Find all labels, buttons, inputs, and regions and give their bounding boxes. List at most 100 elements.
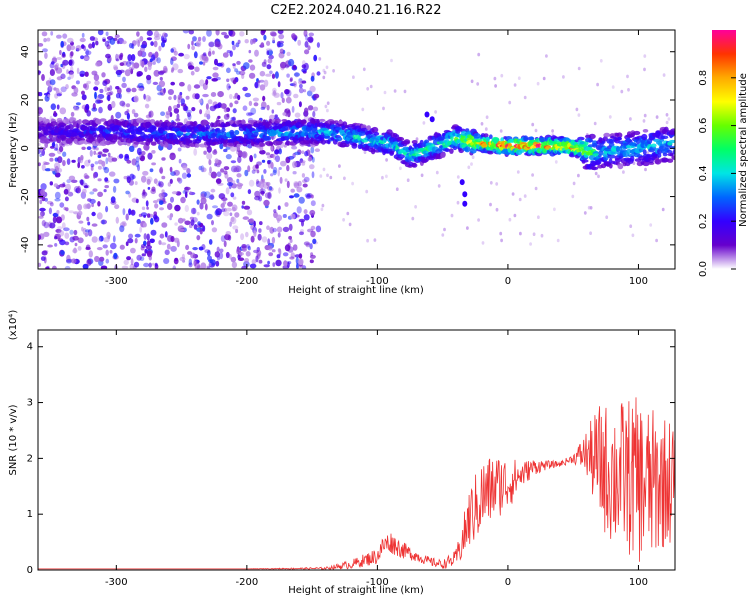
- band-blob: [662, 152, 668, 157]
- noise-speck: [139, 226, 143, 233]
- noise-speck: [214, 251, 220, 258]
- noise-speck: [73, 247, 77, 254]
- noise-speck: [90, 163, 95, 168]
- noise-speck: [282, 226, 290, 233]
- noise-speck: [71, 159, 76, 163]
- noise-speck: [485, 115, 489, 119]
- noise-speck: [82, 83, 87, 89]
- noise-speck: [298, 196, 305, 204]
- y-tick-label: 3: [27, 398, 33, 409]
- noise-speck: [571, 194, 575, 199]
- noise-speck: [165, 113, 170, 119]
- noise-speck: [245, 251, 251, 257]
- noise-speck: [91, 203, 94, 208]
- noise-speck: [277, 42, 284, 48]
- noise-speck: [262, 61, 266, 67]
- noise-speck: [82, 263, 89, 269]
- band-blob: [253, 131, 259, 136]
- y-tick-label: 40: [20, 45, 31, 58]
- noise-speck: [62, 151, 67, 157]
- noise-speck: [301, 68, 307, 73]
- noise-speck: [75, 102, 81, 106]
- noise-speck: [47, 85, 53, 93]
- noise-speck: [290, 213, 296, 220]
- noise-speck: [346, 211, 350, 216]
- noise-speck: [84, 71, 89, 77]
- noise-speck: [260, 42, 265, 47]
- band-blob: [303, 139, 311, 145]
- noise-speck: [110, 196, 116, 204]
- noise-speck: [556, 238, 560, 243]
- noise-speck: [187, 112, 191, 118]
- noise-speck: [41, 74, 45, 81]
- x-tick-label: 100: [629, 577, 648, 588]
- noise-speck: [51, 142, 56, 148]
- y-tick-label: 20: [20, 94, 31, 107]
- noise-speck: [148, 110, 154, 118]
- noise-speck: [208, 171, 212, 176]
- noise-speck: [285, 89, 292, 97]
- noise-speck: [277, 81, 281, 88]
- noise-speck: [210, 92, 217, 97]
- x-tick-label: -100: [366, 276, 389, 287]
- noise-speck: [64, 196, 69, 202]
- noise-speck: [146, 37, 152, 41]
- noise-speck: [260, 190, 265, 195]
- noise-speck: [119, 54, 123, 61]
- noise-speck: [187, 43, 191, 50]
- band-blob: [173, 134, 178, 141]
- band-blob: [488, 134, 493, 139]
- band-blob: [318, 118, 326, 122]
- noise-speck: [253, 220, 256, 228]
- noise-speck: [141, 194, 146, 199]
- noise-speck: [188, 30, 194, 35]
- noise-speck: [294, 112, 301, 118]
- noise-speck: [128, 145, 135, 152]
- noise-speck: [77, 210, 83, 216]
- noise-speck: [272, 166, 278, 174]
- noise-speck: [279, 48, 284, 54]
- noise-speck: [116, 40, 120, 45]
- noise-speck: [60, 214, 65, 221]
- band-blob: [424, 111, 430, 118]
- noise-speck: [136, 147, 142, 156]
- band-blob: [151, 141, 157, 146]
- noise-speck: [206, 30, 212, 37]
- noise-speck: [200, 197, 207, 205]
- noise-speck: [232, 79, 237, 85]
- noise-speck: [216, 76, 221, 81]
- noise-speck: [620, 89, 624, 94]
- band-blob: [579, 141, 586, 145]
- band-blob: [259, 142, 266, 147]
- noise-speck: [39, 146, 44, 152]
- noise-speck: [173, 108, 180, 114]
- noise-speck: [230, 165, 238, 173]
- noise-speck: [278, 187, 281, 194]
- noise-speck: [263, 34, 267, 41]
- noise-speck: [41, 220, 46, 227]
- noise-speck: [152, 200, 158, 204]
- noise-speck: [214, 158, 219, 164]
- snr-multiplier: (x10⁴): [8, 310, 19, 341]
- x-tick-label: 0: [505, 276, 511, 287]
- noise-speck: [250, 235, 255, 243]
- noise-speck: [288, 223, 293, 231]
- band-blob: [473, 133, 481, 139]
- band-blob: [672, 149, 675, 155]
- noise-speck: [406, 178, 410, 182]
- noise-speck: [309, 259, 314, 264]
- noise-speck: [303, 89, 307, 93]
- band-blob: [591, 162, 596, 167]
- band-blob: [336, 136, 343, 142]
- noise-speck: [68, 175, 76, 181]
- noise-speck: [241, 73, 245, 79]
- noise-speck: [304, 107, 309, 114]
- noise-speck: [149, 168, 154, 173]
- noise-speck: [249, 155, 254, 163]
- noise-speck: [81, 146, 86, 150]
- noise-speck: [101, 219, 105, 225]
- noise-speck: [190, 70, 195, 76]
- noise-speck: [284, 89, 290, 95]
- x-tick-label: -300: [105, 276, 128, 287]
